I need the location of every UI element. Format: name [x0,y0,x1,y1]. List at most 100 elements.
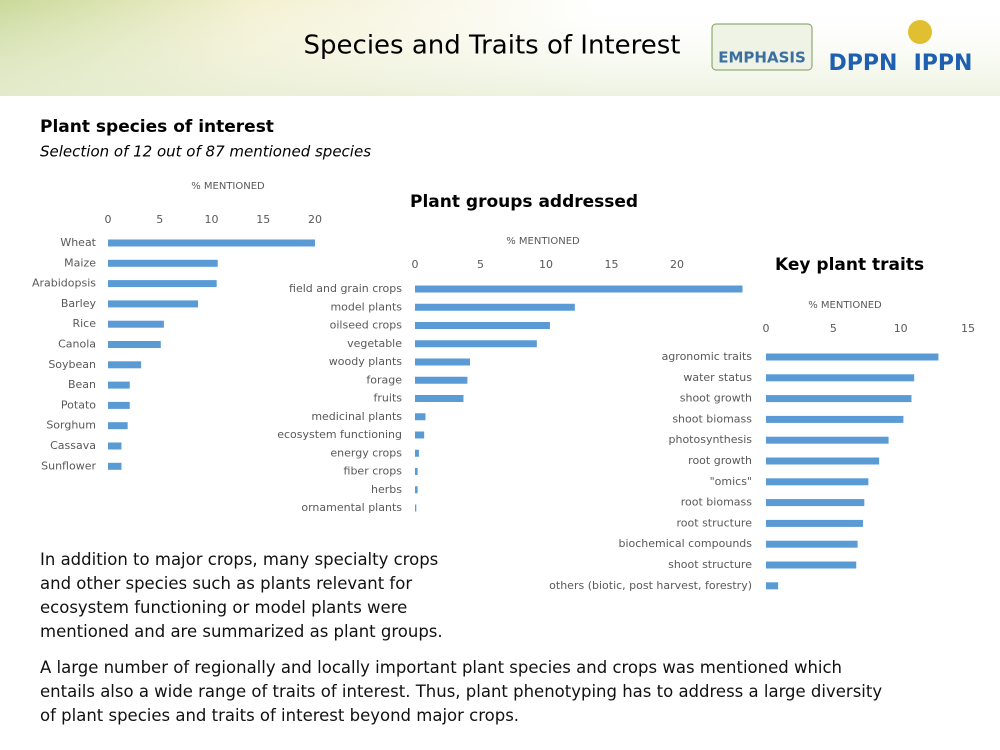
logo-box [711,23,813,71]
y-tick-label: shoot growth [680,392,752,405]
y-tick-label: woody plants [329,355,403,368]
x-tick-label: 0 [763,322,770,335]
x-tick-label: 0 [412,258,419,271]
bar [108,280,217,288]
y-tick-label: vegetable [347,337,402,350]
y-tick-label: fiber crops [344,465,403,478]
bar [415,413,426,421]
y-tick-label: Canola [58,338,96,351]
paragraph-line: and other species such as plants relevan… [40,574,413,593]
y-tick-label: photosynthesis [668,433,752,446]
bar [108,300,199,308]
y-tick-label: forage [366,373,402,386]
y-tick-label: ornamental plants [301,501,402,514]
paragraph-line: mentioned and are summarized as plant gr… [40,622,443,641]
y-tick-label: Wheat [60,236,96,249]
bar [108,341,161,348]
chart-title: Key plant traits [775,255,924,275]
x-tick-label: 5 [156,213,163,226]
y-tick-label: root biomass [681,496,753,509]
y-tick-label: water status [683,371,752,384]
bar [766,540,858,548]
bar [415,431,425,439]
x-tick-label: 15 [961,322,975,335]
slide-title: Species and Traits of Interest [304,31,681,61]
x-tick-label: 5 [477,258,484,271]
y-tick-label: medicinal plants [311,410,402,423]
bar [108,259,218,267]
x-tick-label: 15 [605,258,619,271]
axis-title: % MENTIONED [506,236,580,247]
bar [108,320,164,328]
y-tick-label: Soybean [48,358,96,371]
paragraph-line: A large number of regionally and locally… [40,658,843,677]
bar [108,401,130,409]
logo-globe [908,20,932,44]
paragraph: A large number of regionally and locally… [40,656,882,728]
bar [766,395,912,403]
axis-title: % MENTIONED [191,181,265,192]
bar [766,436,889,444]
logo: DPPN [829,51,898,76]
y-tick-label: others (biotic, post harvest, forestry) [549,579,752,592]
header-shade [0,0,1000,96]
y-tick-label: Sunflower [41,459,96,472]
y-tick-label: biochemical compounds [618,537,752,550]
logo: EMPHASIS [718,49,806,67]
y-tick-label: herbs [371,483,402,496]
bar [415,285,743,293]
y-tick-label: model plants [330,300,402,313]
bar [108,422,128,430]
x-tick-label: 15 [256,213,270,226]
bar [415,449,419,457]
y-tick-label: Maize [64,256,96,269]
bar [415,504,417,512]
x-tick-label: 10 [205,213,219,226]
paragraph: In addition to major crops, many special… [40,548,443,644]
paragraph-line: ecosystem functioning or model plants we… [40,598,408,617]
bar [108,239,315,247]
y-tick-label: field and grain crops [289,282,402,295]
bar [415,395,464,402]
bar [415,376,468,384]
bar [766,374,915,382]
y-tick-label: energy crops [330,446,402,459]
bar [108,361,142,369]
y-tick-label: Bean [68,378,96,391]
paragraph-line: In addition to major crops, many special… [40,550,439,569]
y-tick-label: Rice [72,317,96,330]
bar [766,582,779,590]
bar [415,322,550,329]
y-tick-label: agronomic traits [662,350,753,363]
y-tick-label: Arabidopsis [32,277,96,290]
axis-title: % MENTIONED [808,300,882,311]
x-tick-label: 0 [105,213,112,226]
y-tick-label: shoot biomass [672,412,752,425]
y-tick-label: "omics" [710,475,752,488]
bar [415,486,418,494]
bar [766,519,863,527]
bar [108,381,130,389]
x-tick-label: 10 [894,322,908,335]
y-tick-label: shoot structure [668,558,752,571]
y-tick-label: root structure [677,516,753,529]
y-tick-label: fruits [374,392,403,405]
bar [415,358,471,366]
bar [415,468,418,475]
y-tick-label: Cassava [50,439,96,452]
bar [766,353,939,361]
paragraph-line: of plant species and traits of interest … [40,706,520,725]
bar [108,442,122,450]
x-tick-label: 5 [830,322,837,335]
section-heading: Plant species of interest [40,117,274,137]
y-tick-label: Barley [61,297,97,310]
x-tick-label: 20 [308,213,322,226]
chart-title: Plant groups addressed [410,192,638,212]
y-tick-label: Potato [61,398,96,411]
bar [415,303,575,311]
x-tick-label: 20 [670,258,684,271]
x-tick-label: 10 [539,258,553,271]
bar [415,340,537,348]
